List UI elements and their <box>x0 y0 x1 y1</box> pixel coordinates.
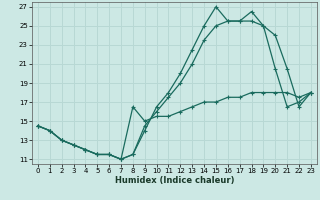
X-axis label: Humidex (Indice chaleur): Humidex (Indice chaleur) <box>115 176 234 185</box>
